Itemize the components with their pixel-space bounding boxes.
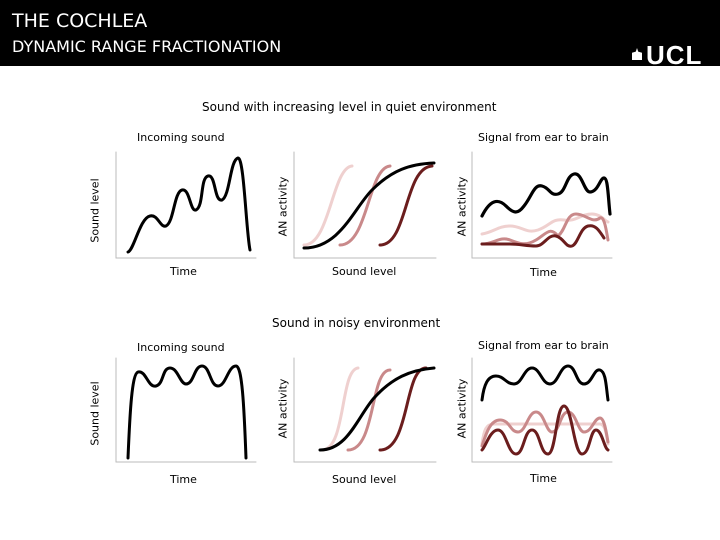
quiet-curve-pale — [302, 164, 354, 247]
noisy-heading: Sound in noisy environment — [272, 316, 441, 330]
noisy-x-label-left: Time — [170, 473, 197, 486]
noisy-right-title: Signal from ear to brain — [478, 339, 609, 352]
noisy-x-label-mid: Sound level — [332, 473, 397, 486]
noisy-curve-pale — [320, 366, 360, 452]
noisy-curve-black — [318, 366, 436, 452]
ucl-logo: UCL — [646, 40, 703, 70]
noisy-incoming-waveform — [126, 364, 248, 460]
slide-title: THE COCHLEA — [12, 10, 148, 32]
quiet-curve-mid — [338, 164, 392, 247]
noisy-incoming-panel — [115, 357, 257, 463]
noisy-signal-dark — [480, 404, 610, 456]
noisy-signal-black — [480, 364, 610, 402]
quiet-curve-black — [302, 161, 436, 250]
quiet-signal-black — [480, 172, 612, 218]
noisy-curve-dark — [378, 366, 428, 452]
quiet-x-label-left: Time — [170, 265, 197, 278]
quiet-right-title: Signal from ear to brain — [478, 131, 609, 144]
quiet-an-curves-panel — [293, 151, 437, 259]
quiet-x-label-mid: Sound level — [332, 265, 397, 278]
quiet-curve-dark — [378, 164, 434, 247]
quiet-signal-pale — [480, 212, 610, 236]
slide-subtitle: DYNAMIC RANGE FRACTIONATION — [12, 37, 282, 56]
noisy-signal-mid — [480, 410, 610, 448]
quiet-left-title: Incoming sound — [137, 131, 225, 144]
quiet-signal-panel — [471, 151, 613, 259]
header-bar: THE COCHLEA DYNAMIC RANGE FRACTIONATION … — [0, 0, 720, 70]
quiet-incoming-panel — [115, 151, 257, 259]
noisy-curve-mid — [346, 368, 392, 452]
quiet-incoming-waveform — [126, 156, 252, 254]
quiet-heading: Sound with increasing level in quiet env… — [202, 100, 497, 114]
quiet-signal-dark — [480, 224, 606, 248]
noisy-left-title: Incoming sound — [137, 341, 225, 354]
noisy-an-curves-panel — [293, 357, 437, 463]
ucl-crest-icon — [632, 48, 642, 60]
noisy-signal-panel — [471, 357, 613, 463]
quiet-x-label-right: Time — [530, 266, 557, 279]
noisy-x-label-right: Time — [530, 472, 557, 485]
